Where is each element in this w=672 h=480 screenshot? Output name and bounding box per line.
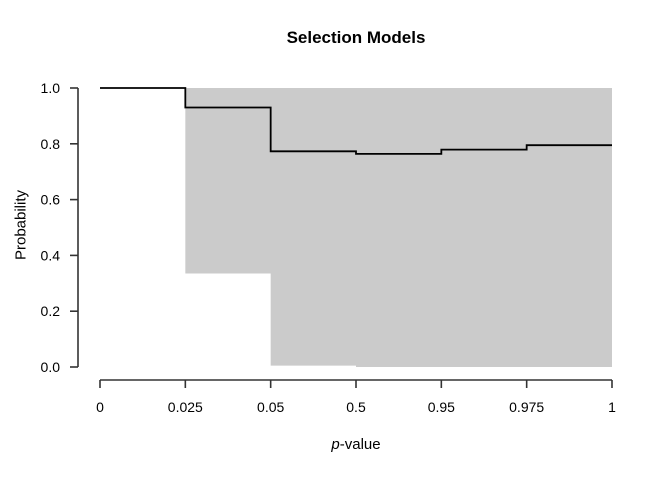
x-tick-label: 0.975 <box>509 399 544 415</box>
x-tick-label: 1 <box>608 399 616 415</box>
y-tick-label: 1.0 <box>41 80 61 96</box>
x-tick-label: 0 <box>96 399 104 415</box>
step-line <box>100 87 612 155</box>
x-axis-label-rest: -value <box>339 436 381 453</box>
confidence-band <box>185 88 613 367</box>
chart-title: Selection Models <box>286 28 426 47</box>
x-axis-label-italic: p <box>331 436 340 453</box>
y-tick-label: 0.8 <box>41 136 61 152</box>
x-axis-label: p-value <box>100 436 612 453</box>
y-tick-label: 0.0 <box>41 359 61 375</box>
y-tick-label: 0.6 <box>41 192 61 208</box>
y-tick-label: 0.2 <box>41 303 61 319</box>
x-tick-label: 0.025 <box>168 399 203 415</box>
x-tick-label: 0.5 <box>346 399 366 415</box>
x-tick-label: 0.05 <box>257 399 284 415</box>
x-tick-label: 0.95 <box>428 399 455 415</box>
y-tick-label: 0.4 <box>41 247 61 263</box>
